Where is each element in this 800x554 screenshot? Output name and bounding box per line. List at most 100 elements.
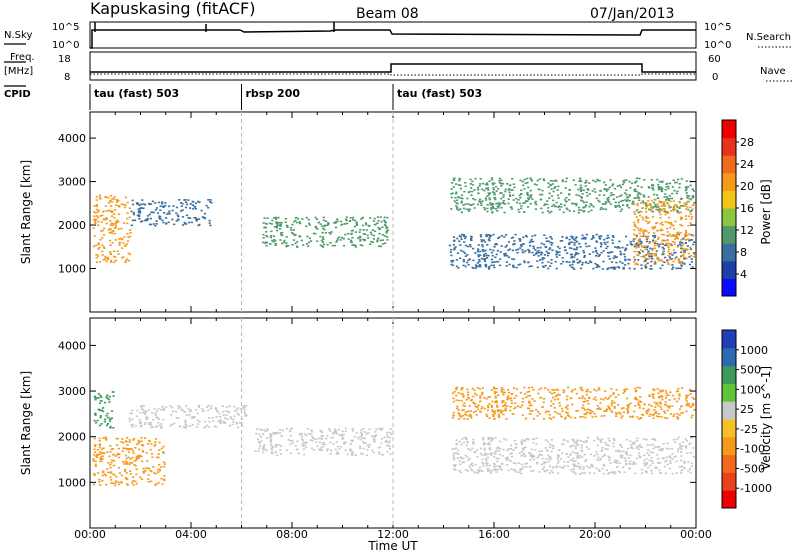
velocity-data-cell [634,463,637,465]
velocity-data-cell [619,444,622,447]
velocity-data-cell [563,465,566,467]
velocity-data-cell [487,405,490,407]
velocity-data-cell [389,431,392,434]
power-data-cell [491,183,495,186]
power-data-cell [150,211,153,214]
velocity-data-cell [460,399,463,402]
power-data-cell [285,245,288,248]
power-data-cell [651,226,654,228]
power-data-cell [644,245,647,247]
velocity-data-cell [488,396,492,398]
velocity-data-cell [212,420,215,422]
velocity-data-cell [465,437,468,439]
velocity-data-cell [344,427,347,430]
power-data-cell [618,247,621,249]
velocity-data-cell [632,461,635,463]
power-data-cell [97,216,100,219]
power-data-cell [504,246,507,248]
power-data-cell [580,197,584,199]
velocity-data-cell [566,440,569,442]
power-data-cell [641,250,645,253]
velocity-data-cell [471,387,474,390]
power-data-cell [521,251,524,253]
velocity-data-cell [184,427,187,429]
velocity-data-cell [664,390,667,392]
power-data-cell [463,241,466,243]
power-data-cell [111,200,114,203]
power-data-cell [658,180,661,183]
velocity-data-cell [144,410,148,412]
power-data-cell [612,266,615,269]
velocity-data-cell [465,444,468,447]
power-data-cell [319,244,322,247]
velocity-data-cell [469,463,472,466]
velocity-data-cell [112,473,115,475]
velocity-data-cell [487,406,490,409]
power-data-cell [683,205,686,207]
power-data-cell [477,255,480,258]
power-data-cell [593,188,596,190]
velocity-data-cell [481,392,484,394]
power-data-cell [688,195,691,197]
velocity-data-cell [101,479,104,482]
velocity-data-cell [258,442,261,444]
power-data-cell [474,267,477,270]
velocity-data-cell [128,462,132,464]
power-data-cell [457,267,460,269]
velocity-data-cell [598,408,601,410]
power-data-cell [659,223,662,225]
velocity-data-cell [276,454,279,457]
velocity-data-cell [671,458,674,460]
power-data-cell [605,237,608,240]
velocity-data-cell [583,472,586,474]
power-data-cell [459,187,462,190]
velocity-data-cell [141,460,144,463]
power-data-cell [536,266,539,269]
power-data-cell [519,244,523,246]
power-data-cell [689,184,692,187]
velocity-data-cell [652,451,655,454]
power-data-cell [666,227,669,230]
velocity-data-cell [497,415,501,417]
power-data-cell [275,226,278,229]
velocity-data-cell [488,417,491,419]
velocity-data-cell [603,465,606,467]
power-data-cell [339,220,343,223]
velocity-data-cell [571,403,574,406]
velocity-data-cell [359,447,362,450]
velocity-data-cell [131,481,134,484]
velocity-data-cell [490,406,493,408]
xtick-label: 00:00 [74,528,106,541]
power-data-cell [667,242,670,245]
power-data-cell [511,189,514,191]
power-data-cell [273,235,276,238]
power-data-cell [168,210,171,213]
power-data-cell [359,238,362,241]
power-data-cell [676,209,679,212]
velocity-data-cell [513,397,516,399]
velocity-data-cell [522,449,525,451]
power-data-cell [476,187,480,189]
power-data-cell [692,256,696,258]
power-data-cell [676,231,680,234]
power-data-cell [675,267,678,270]
power-data-cell [604,243,607,245]
velocity-data-cell [659,462,662,464]
velocity-data-cell [349,443,352,445]
velocity-data-cell [458,460,461,462]
velocity-data-cell [673,413,676,416]
velocity-data-cell [490,470,493,473]
velocity-data-cell [281,429,284,432]
power-data-cell [598,200,601,203]
power-data-cell [470,238,473,240]
velocity-data-cell [498,465,501,467]
power-data-cell [633,225,637,227]
power-data-cell [451,192,454,194]
power-data-cell [614,206,617,209]
power-data-cell [633,211,636,213]
velocity-data-cell [299,432,302,435]
power-cbar-swatch [722,190,736,209]
power-data-cell [365,229,368,231]
velocity-data-cell [209,407,212,409]
velocity-data-cell [532,438,535,440]
